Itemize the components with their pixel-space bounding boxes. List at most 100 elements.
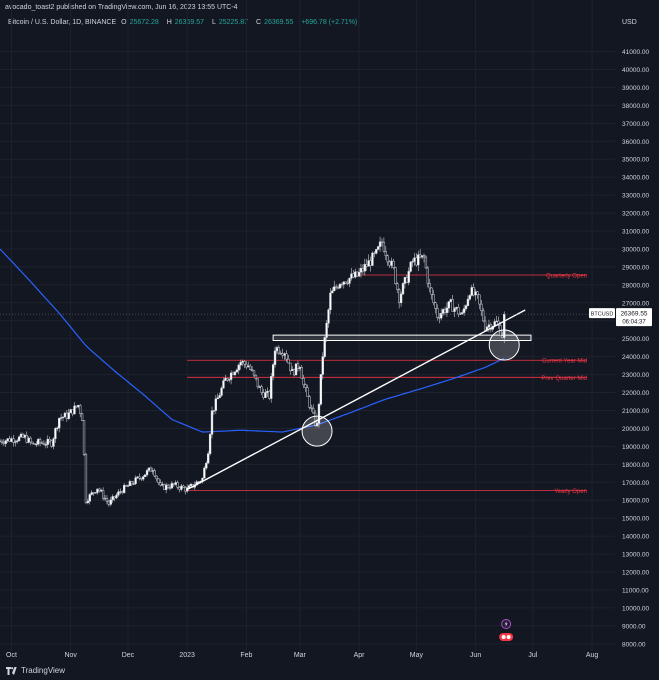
candle-body	[73, 405, 76, 415]
candle-body	[75, 405, 78, 408]
y-tick-label: 24000.00	[622, 354, 649, 361]
candle-body	[71, 409, 74, 415]
candle-body	[80, 413, 84, 421]
candle-body	[101, 490, 105, 499]
candle-body	[453, 308, 456, 312]
candle-body	[237, 364, 240, 371]
candle-body	[333, 286, 336, 291]
candle-body	[315, 423, 319, 426]
price-axis[interactable]: USD 8000.00 9000.00 10000.00 11000.00 12000.0…	[622, 19, 649, 648]
y-tick-label: 8000.00	[622, 641, 646, 648]
candle-body	[25, 435, 28, 443]
candle-body	[350, 273, 353, 279]
candle-body	[375, 249, 378, 254]
candle-body	[403, 277, 407, 284]
candle-body	[14, 441, 17, 443]
candle-body	[275, 347, 279, 352]
trendline[interactable]	[186, 309, 526, 491]
candle-body	[344, 281, 347, 284]
candle-body	[277, 347, 281, 354]
candle-body	[16, 440, 19, 442]
candle-body	[340, 283, 344, 286]
y-tick-label: 25000.00	[622, 336, 649, 343]
candle-body	[208, 434, 212, 454]
y-tick-label: 23000.00	[622, 372, 649, 379]
x-tick-label: Nov	[64, 652, 77, 659]
moving-average-line[interactable]	[0, 248, 505, 433]
candle-body	[285, 353, 288, 360]
candle-body	[321, 356, 324, 375]
y-tick-label: 28000.00	[622, 282, 649, 289]
candle-body	[319, 374, 323, 405]
candle-body	[224, 378, 227, 381]
y-tick-label: 27000.00	[622, 300, 649, 307]
y-tick-label: 31000.00	[622, 229, 649, 236]
footer-brand[interactable]: TradingView	[6, 666, 65, 675]
candle-body	[59, 417, 63, 419]
y-tick-label: 41000.00	[622, 49, 649, 56]
candle-body	[218, 395, 221, 399]
candle-body	[308, 396, 311, 408]
candle-body	[4, 440, 7, 444]
y-tick-label: 15000.00	[622, 516, 649, 523]
candle-body	[373, 252, 376, 255]
candle-body	[107, 501, 111, 505]
candle-body	[10, 438, 13, 442]
candle-body	[128, 481, 132, 486]
candle-body	[44, 444, 47, 446]
candle-body	[207, 453, 210, 464]
candle-body	[38, 439, 42, 444]
candle-body	[422, 255, 426, 258]
candle-body	[184, 487, 187, 492]
candle-body	[365, 264, 368, 267]
candle-body	[327, 309, 330, 324]
support-zone[interactable]	[272, 334, 532, 341]
y-tick-label: 20000.00	[622, 426, 649, 433]
candle-body	[466, 298, 470, 306]
candle-body	[226, 378, 229, 381]
candle-body	[382, 241, 386, 252]
candle-body	[348, 277, 351, 284]
candle-body	[264, 392, 267, 398]
candle-body	[270, 376, 273, 399]
candle-body	[377, 246, 380, 250]
candle-body	[455, 307, 458, 309]
economic-events-icon	[499, 633, 514, 641]
candle-body	[289, 362, 292, 372]
y-tick-label: 38000.00	[622, 103, 649, 110]
candle-body	[205, 462, 208, 469]
candle-body	[357, 271, 361, 277]
candle-body	[50, 440, 53, 447]
candle-body	[161, 484, 164, 486]
candle-body	[415, 257, 418, 266]
candle-body	[90, 492, 93, 495]
candle-body	[336, 287, 340, 289]
highlight-circle	[488, 329, 520, 361]
candle-body	[451, 299, 454, 312]
time-axis[interactable]: Oct Nov Dec 2023 Feb Mar Apr May Jun Jul Aug	[6, 652, 598, 659]
x-tick-label: 2023	[179, 652, 195, 659]
candle-body	[21, 433, 25, 438]
candle-body	[354, 271, 357, 278]
y-tick-label: 9000.00	[622, 623, 646, 630]
candle-body	[98, 488, 101, 492]
candle-body	[480, 303, 483, 312]
candle-body	[310, 407, 313, 409]
symbol-ohlc-legend: Bitcoin / U.S. Dollar, 1D, BINANCE O 2567…	[8, 19, 360, 26]
candle-body	[243, 361, 246, 365]
candle-body	[417, 254, 420, 266]
symbol-title[interactable]: Bitcoin / U.S. Dollar, 1D, BINANCE	[8, 19, 117, 26]
candle-body	[176, 482, 179, 488]
chart-grid	[0, 0, 615, 651]
candle-body	[254, 374, 258, 379]
candle-body	[119, 491, 122, 493]
candle-body	[329, 292, 332, 311]
candle-body	[145, 470, 149, 475]
candle-body	[121, 491, 124, 494]
candle-body	[399, 293, 403, 304]
candle-body	[113, 496, 116, 499]
y-tick-label: 32000.00	[622, 211, 649, 218]
candle-body	[247, 365, 250, 368]
candle-body	[23, 435, 26, 438]
